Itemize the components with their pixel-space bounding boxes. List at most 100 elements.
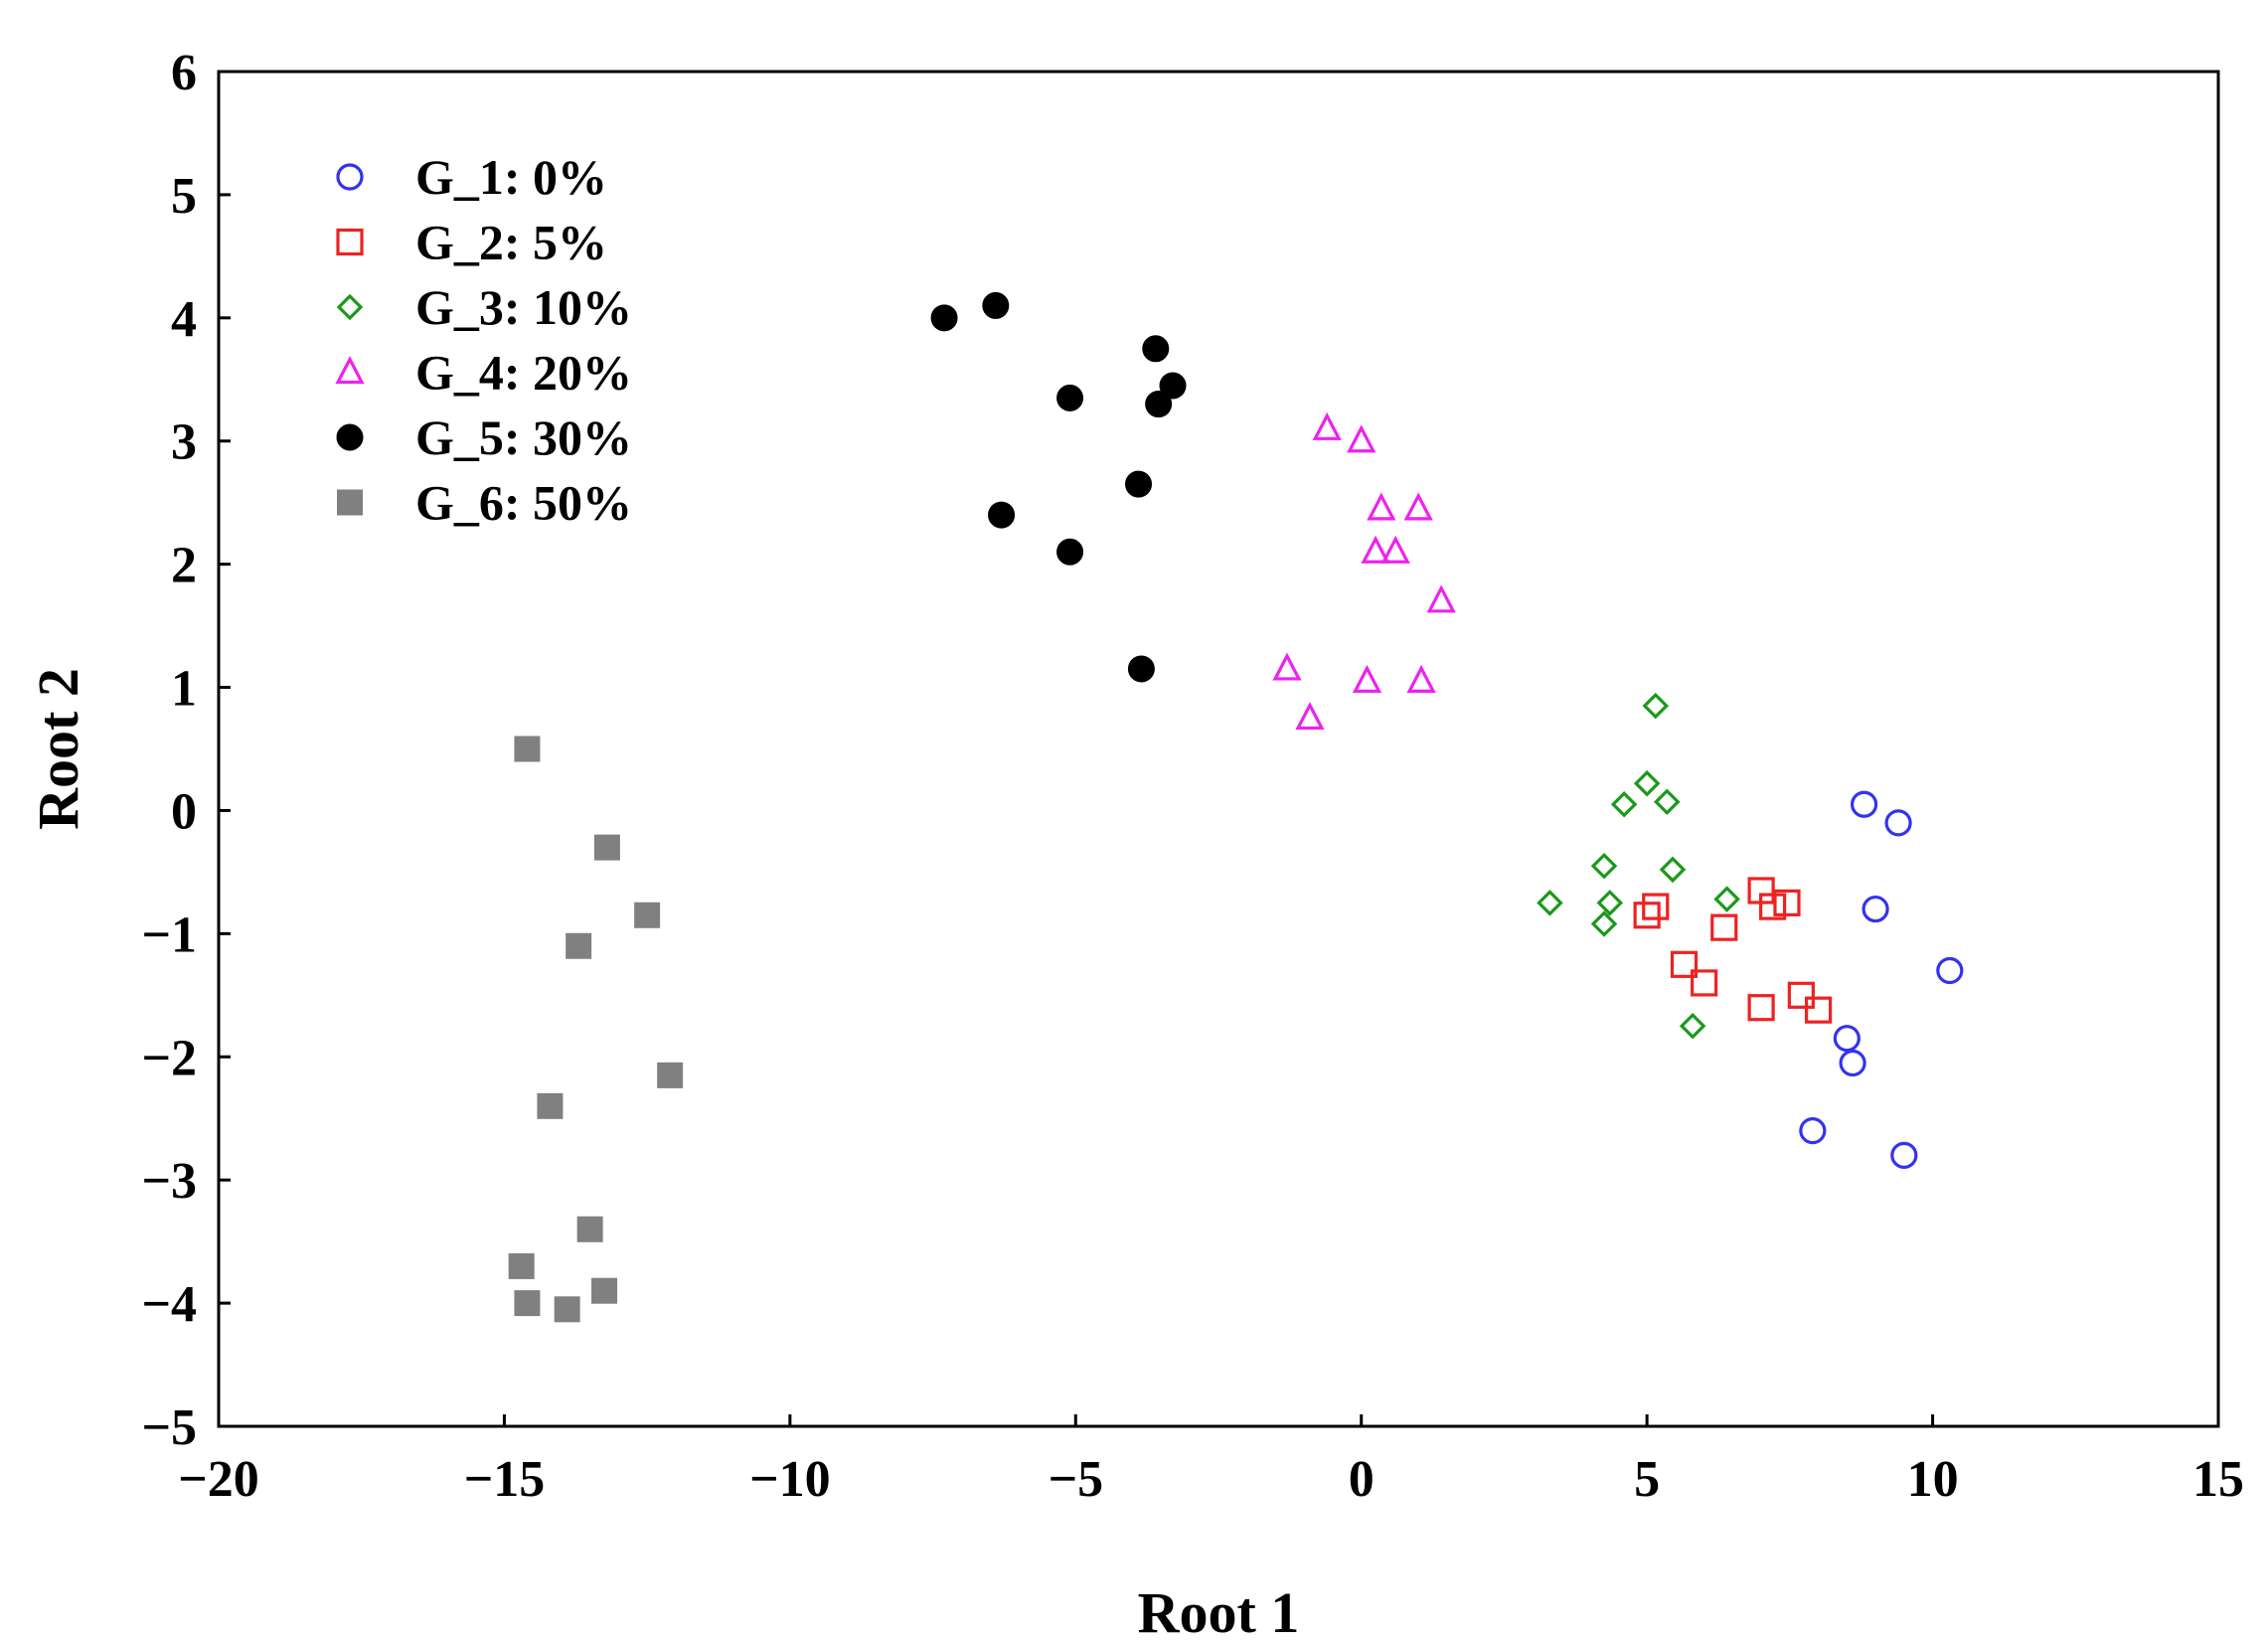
plot-area-frame <box>217 70 2220 1428</box>
x-tick-label: −5 <box>1048 1451 1103 1508</box>
legend-item: G_5: 30% <box>336 410 632 465</box>
data-point <box>1642 893 1670 920</box>
data-point <box>982 291 1010 319</box>
legend-label: G_6: 50% <box>415 475 632 531</box>
series-4-points <box>1272 411 1456 731</box>
data-point <box>1850 790 1878 818</box>
data-point <box>1537 890 1563 916</box>
data-point <box>1713 886 1740 912</box>
data-point <box>1406 664 1436 693</box>
data-point <box>1710 913 1738 941</box>
y-tick-label: 3 <box>171 414 197 471</box>
data-point <box>1347 424 1377 453</box>
y-tick-label: −4 <box>141 1276 197 1333</box>
data-point <box>514 1290 541 1317</box>
y-tick-label: 0 <box>171 783 197 840</box>
legend-item: G_1: 0% <box>336 149 607 205</box>
series-1-points <box>1799 790 1964 1170</box>
data-point <box>1367 492 1396 521</box>
data-point <box>634 902 661 928</box>
data-point <box>1380 535 1410 564</box>
y-tick-label: 4 <box>171 291 197 348</box>
y-tick-label: 6 <box>171 45 197 101</box>
data-point <box>988 501 1016 529</box>
y-axis-title: Root 2 <box>26 668 90 830</box>
data-point <box>1670 950 1699 978</box>
data-point <box>1056 384 1084 411</box>
data-point <box>1747 994 1775 1022</box>
data-point <box>657 1062 684 1088</box>
y-tick-label: 1 <box>171 661 197 718</box>
data-point <box>1403 492 1433 521</box>
series-6-points <box>508 736 684 1323</box>
legend-marker <box>336 423 364 451</box>
data-point <box>1691 969 1718 997</box>
data-point <box>1839 1049 1866 1077</box>
data-point <box>930 304 958 332</box>
data-point <box>1633 902 1661 929</box>
data-point <box>1159 372 1187 400</box>
data-point <box>1659 856 1687 884</box>
data-point <box>1654 788 1681 816</box>
legend-label: G_2: 5% <box>415 215 607 270</box>
data-point <box>1884 809 1912 837</box>
data-point <box>537 1092 564 1119</box>
data-point <box>1272 652 1302 681</box>
legend-item: G_2: 5% <box>336 215 607 270</box>
x-tick-label: 10 <box>1907 1451 1959 1508</box>
data-point <box>1799 1117 1827 1145</box>
x-tick-label: 15 <box>2192 1451 2244 1508</box>
data-point <box>1127 655 1155 683</box>
data-point <box>1633 769 1661 797</box>
x-axis-title: Root 1 <box>1138 1580 1300 1642</box>
legend-label: G_3: 10% <box>415 279 632 335</box>
data-point <box>1590 910 1618 937</box>
data-point <box>1361 535 1390 564</box>
legend-label: G_5: 30% <box>415 410 632 465</box>
data-point <box>1890 1141 1918 1170</box>
data-point <box>1833 1025 1861 1053</box>
data-point <box>593 834 620 861</box>
data-point <box>508 1252 535 1279</box>
data-point <box>1125 470 1153 498</box>
data-point <box>566 932 592 959</box>
data-point <box>576 1216 603 1242</box>
y-tick-label: 2 <box>171 538 197 594</box>
x-tick-label: −10 <box>749 1451 831 1508</box>
x-tick-label: 0 <box>1349 1451 1375 1508</box>
y-tick-label: −1 <box>141 906 197 963</box>
legend-item: G_4: 20% <box>335 345 632 401</box>
series-2-points <box>1633 877 1833 1024</box>
data-point <box>1596 890 1624 916</box>
y-tick-label: −2 <box>141 1030 197 1086</box>
legend-marker <box>336 228 364 256</box>
data-point <box>1610 790 1638 818</box>
y-tick-label: −3 <box>141 1153 197 1210</box>
data-point <box>1679 1013 1706 1040</box>
y-tick-label: −5 <box>141 1399 197 1456</box>
legend-marker <box>337 489 363 516</box>
x-tick-label: −15 <box>464 1451 546 1508</box>
data-point <box>1936 956 1964 985</box>
x-tick-label: 5 <box>1634 1451 1660 1508</box>
data-point <box>1056 538 1084 566</box>
data-point <box>1142 335 1170 363</box>
data-point <box>1787 981 1815 1009</box>
legend-item: G_6: 50% <box>337 475 632 531</box>
data-point <box>1590 852 1618 880</box>
legend-label: G_1: 0% <box>415 149 607 205</box>
legend-item: G_3: 10% <box>336 279 632 335</box>
legend-marker <box>336 163 364 191</box>
y-tick-label: 5 <box>171 168 197 225</box>
data-point <box>1642 692 1670 720</box>
data-point <box>1312 411 1342 440</box>
data-point <box>1759 893 1787 920</box>
legend-marker <box>335 356 365 385</box>
data-point <box>554 1296 580 1323</box>
data-point <box>1426 584 1456 613</box>
series-5-points <box>930 291 1187 683</box>
legend-label: G_4: 20% <box>415 345 632 401</box>
data-point <box>514 736 541 762</box>
